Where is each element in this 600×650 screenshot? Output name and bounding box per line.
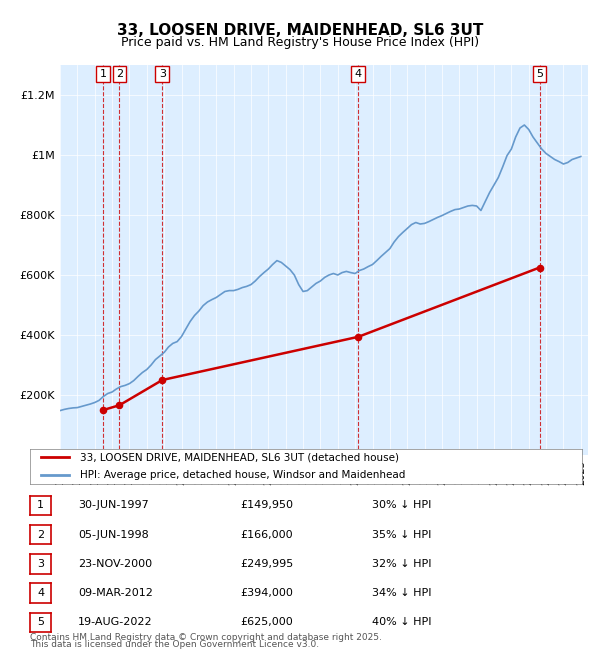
- Point: [115, 400, 124, 410]
- Text: £394,000: £394,000: [240, 588, 293, 598]
- Text: 05-JUN-1998: 05-JUN-1998: [78, 530, 149, 540]
- Text: 35% ↓ HPI: 35% ↓ HPI: [372, 530, 431, 540]
- Text: Contains HM Land Registry data © Crown copyright and database right 2025.: Contains HM Land Registry data © Crown c…: [30, 633, 382, 642]
- Text: This data is licensed under the Open Government Licence v3.0.: This data is licensed under the Open Gov…: [30, 640, 319, 649]
- Text: 1: 1: [37, 500, 44, 510]
- Text: 3: 3: [159, 69, 166, 79]
- Text: £149,950: £149,950: [240, 500, 293, 510]
- Text: 4: 4: [355, 69, 362, 79]
- Text: 30-JUN-1997: 30-JUN-1997: [78, 500, 149, 510]
- Text: 3: 3: [37, 559, 44, 569]
- Point: [353, 332, 363, 342]
- Text: 5: 5: [536, 69, 543, 79]
- Point: [158, 375, 167, 385]
- Text: 09-MAR-2012: 09-MAR-2012: [78, 588, 153, 598]
- Text: 1: 1: [100, 69, 107, 79]
- Text: 33, LOOSEN DRIVE, MAIDENHEAD, SL6 3UT: 33, LOOSEN DRIVE, MAIDENHEAD, SL6 3UT: [117, 23, 483, 38]
- Text: 30% ↓ HPI: 30% ↓ HPI: [372, 500, 431, 510]
- Text: £625,000: £625,000: [240, 618, 293, 627]
- Text: 23-NOV-2000: 23-NOV-2000: [78, 559, 152, 569]
- Text: 32% ↓ HPI: 32% ↓ HPI: [372, 559, 431, 569]
- Text: 5: 5: [37, 618, 44, 627]
- Text: £166,000: £166,000: [240, 530, 293, 540]
- Text: 33, LOOSEN DRIVE, MAIDENHEAD, SL6 3UT (detached house): 33, LOOSEN DRIVE, MAIDENHEAD, SL6 3UT (d…: [80, 452, 398, 462]
- Text: HPI: Average price, detached house, Windsor and Maidenhead: HPI: Average price, detached house, Wind…: [80, 471, 405, 480]
- Point: [98, 405, 108, 415]
- Point: [535, 263, 544, 273]
- Text: 2: 2: [37, 530, 44, 540]
- Text: 40% ↓ HPI: 40% ↓ HPI: [372, 618, 431, 627]
- Text: 34% ↓ HPI: 34% ↓ HPI: [372, 588, 431, 598]
- Text: Price paid vs. HM Land Registry's House Price Index (HPI): Price paid vs. HM Land Registry's House …: [121, 36, 479, 49]
- Text: 4: 4: [37, 588, 44, 598]
- Text: 2: 2: [116, 69, 123, 79]
- Text: 19-AUG-2022: 19-AUG-2022: [78, 618, 152, 627]
- Text: £249,995: £249,995: [240, 559, 293, 569]
